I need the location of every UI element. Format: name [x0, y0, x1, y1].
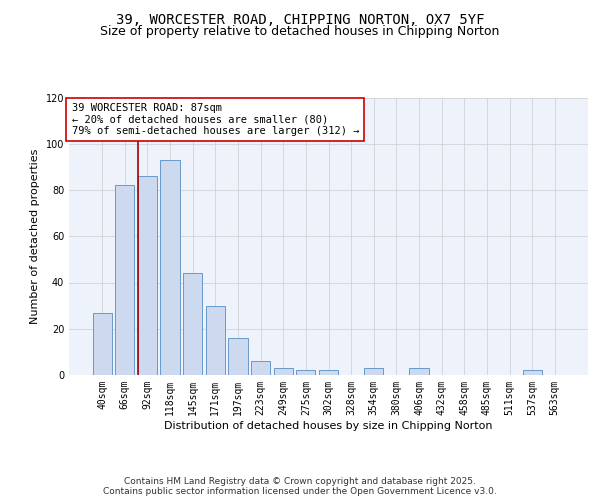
Bar [92, 312, 112, 375]
Bar [364, 368, 383, 375]
X-axis label: Distribution of detached houses by size in Chipping Norton: Distribution of detached houses by size … [164, 420, 493, 430]
Text: 39 WORCESTER ROAD: 87sqm
← 20% of detached houses are smaller (80)
79% of semi-d: 39 WORCESTER ROAD: 87sqm ← 20% of detach… [71, 103, 359, 136]
Bar [138, 176, 157, 375]
Bar [319, 370, 338, 375]
Bar [251, 361, 270, 375]
Bar [296, 370, 316, 375]
Bar [229, 338, 248, 375]
Bar [523, 370, 542, 375]
Bar [160, 160, 180, 375]
Y-axis label: Number of detached properties: Number of detached properties [30, 148, 40, 324]
Bar [409, 368, 428, 375]
Bar [274, 368, 293, 375]
Bar [115, 186, 134, 375]
Text: Size of property relative to detached houses in Chipping Norton: Size of property relative to detached ho… [100, 25, 500, 38]
Bar [206, 306, 225, 375]
Text: 39, WORCESTER ROAD, CHIPPING NORTON, OX7 5YF: 39, WORCESTER ROAD, CHIPPING NORTON, OX7… [116, 12, 484, 26]
Bar [183, 273, 202, 375]
Text: Contains HM Land Registry data © Crown copyright and database right 2025.
Contai: Contains HM Land Registry data © Crown c… [103, 476, 497, 496]
